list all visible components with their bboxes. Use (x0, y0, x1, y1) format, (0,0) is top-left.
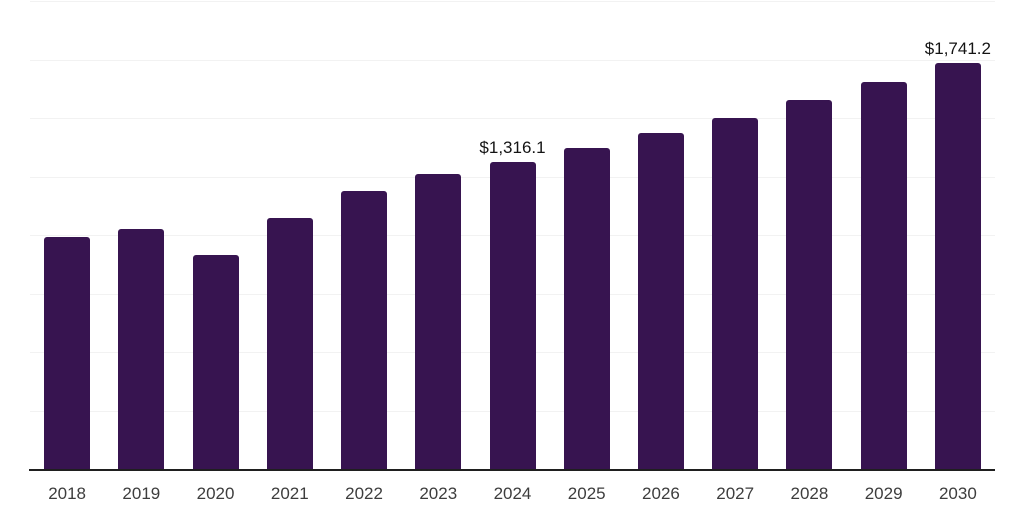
bar-2019 (118, 228, 165, 470)
bar-2029 (860, 81, 907, 470)
x-tick-label-2021: 2021 (270, 484, 309, 503)
x-tick-label-2019: 2019 (122, 484, 161, 503)
bar-2023 (415, 173, 462, 470)
bar-2026 (637, 133, 684, 470)
bar-2025 (563, 147, 610, 470)
x-tick-label-2022: 2022 (345, 484, 383, 503)
x-tick-label-2018: 2018 (48, 484, 87, 503)
x-axis-line (29, 469, 995, 471)
x-tick-label-2030: 2030 (938, 484, 977, 503)
gridline (30, 1, 995, 2)
x-tick-label-2029: 2029 (864, 484, 903, 503)
data-label-2030: $1,741.2 (924, 38, 991, 58)
bar-2028 (786, 100, 833, 470)
data-label-2024: $1,316.1 (479, 138, 546, 158)
x-tick-label-2028: 2028 (790, 484, 829, 503)
x-tick-label-2026: 2026 (642, 484, 680, 503)
bar-2030 (934, 62, 981, 470)
x-tick-label-2027: 2027 (716, 484, 755, 503)
bar-2027 (712, 117, 759, 470)
bar-2022 (341, 190, 388, 470)
gridline (30, 118, 995, 119)
bar-2024 (489, 162, 536, 470)
bar-2018 (44, 237, 91, 470)
gridline (30, 59, 995, 61)
bar-2020 (192, 255, 239, 470)
bar-2021 (266, 217, 313, 470)
x-tick-label-2025: 2025 (567, 484, 606, 503)
plot-area: $1,316.1 $1,741.2 (30, 1, 995, 470)
x-tick-label-2020: 2020 (196, 484, 235, 503)
x-tick-label-2023: 2023 (419, 484, 458, 503)
x-tick-label-2024: 2024 (493, 484, 532, 503)
